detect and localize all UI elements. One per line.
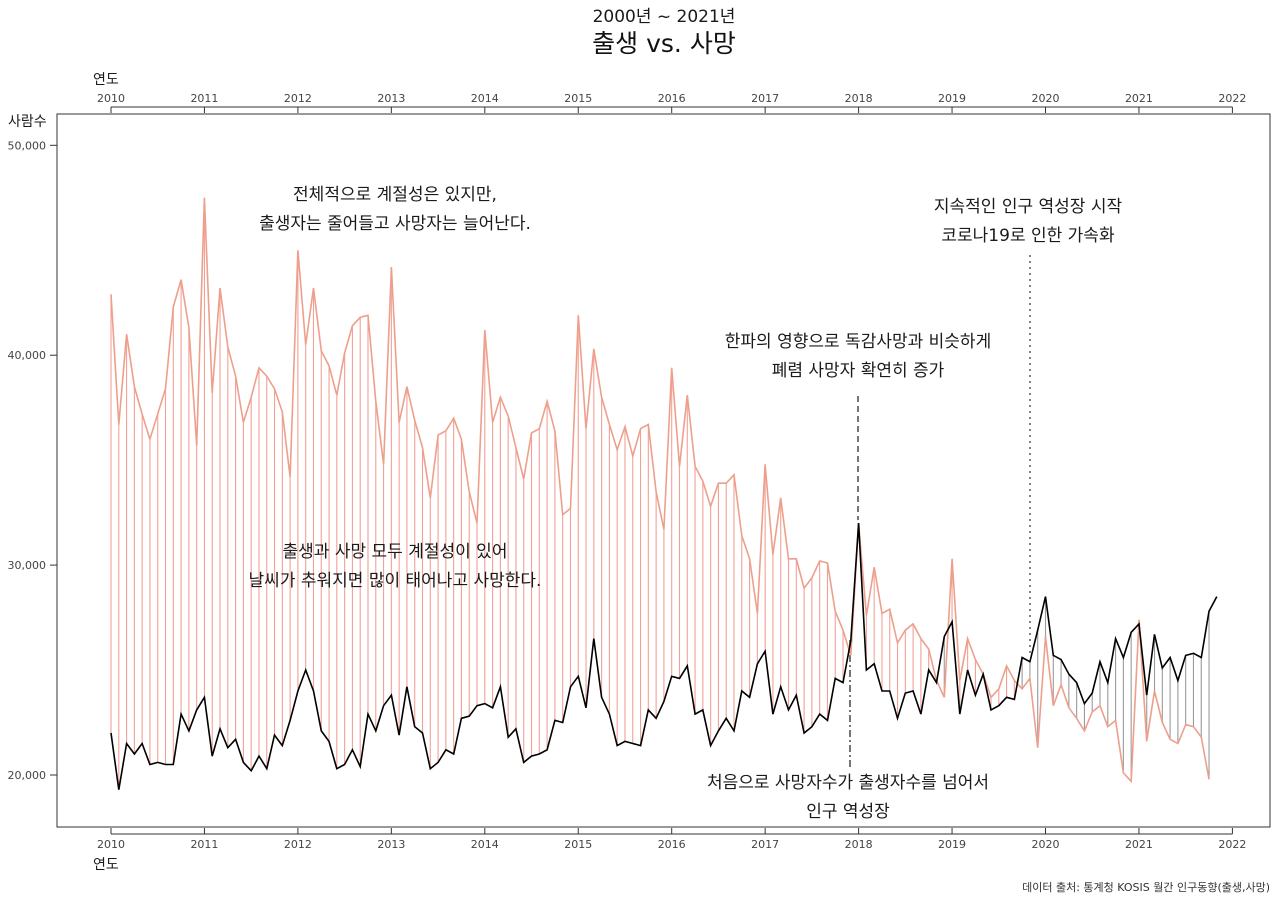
x-tick-label-bottom: 2012 <box>284 838 312 851</box>
x-tick-label-top: 2014 <box>471 92 499 105</box>
x-tick-label-top: 2012 <box>284 92 312 105</box>
x-tick-label-bottom: 2019 <box>938 838 966 851</box>
x-tick-label-top: 2013 <box>377 92 405 105</box>
x-tick-label-top: 2020 <box>1032 92 1060 105</box>
x-tick-label-top: 2021 <box>1125 92 1153 105</box>
y-axis: 20,000 30,000 40,000 50,000 <box>8 139 58 782</box>
x-tick-label-top: 2017 <box>751 92 779 105</box>
annotation-line: 폐렴 사망자 확연히 증가 <box>772 361 945 381</box>
chart-subtitle: 2000년 ~ 2021년 <box>593 7 736 27</box>
y-tick-label: 50,000 <box>8 139 47 152</box>
x-axis-title-bottom: 연도 <box>93 857 119 873</box>
x-tick-label-top: 2018 <box>845 92 873 105</box>
x-tick-label-top: 2022 <box>1218 92 1246 105</box>
annotation-line: 지속적인 인구 역성장 시작 <box>934 197 1123 217</box>
x-tick-label-top: 2010 <box>97 92 125 105</box>
annotation-line: 전체적으로 계절성은 있지만, <box>293 185 497 205</box>
y-tick-label: 20,000 <box>8 769 47 782</box>
annotation-line: 출생과 사망 모두 계절성이 있어 <box>283 542 508 562</box>
y-axis-title: 사람수 <box>8 114 47 130</box>
x-tick-label-bottom: 2018 <box>845 838 873 851</box>
x-tick-label-bottom: 2013 <box>377 838 405 851</box>
connector-segments <box>111 198 1209 790</box>
x-tick-label-bottom: 2021 <box>1125 838 1153 851</box>
y-tick-label: 40,000 <box>8 349 47 362</box>
x-tick-label-top: 2016 <box>658 92 686 105</box>
annotation-trend: 전체적으로 계절성은 있지만, 출생자는 줄어들고 사망자는 늘어난다. <box>259 185 531 234</box>
x-tick-label-bottom: 2015 <box>564 838 592 851</box>
x-tick-label-bottom: 2011 <box>190 838 218 851</box>
annotation-line: 코로나19로 인한 가속화 <box>941 226 1115 246</box>
x-tick-label-top: 2015 <box>564 92 592 105</box>
annotation-line: 날씨가 추워지면 많이 태어나고 사망한다. <box>249 571 542 591</box>
x-axis-top: 2010 2011 2012 2013 2014 2015 2016 2017 2018 2019… <box>97 92 1246 113</box>
x-tick-label-bottom: 2022 <box>1218 838 1246 851</box>
x-tick-label-bottom: 2017 <box>751 838 779 851</box>
annotation-line: 출생자는 줄어들고 사망자는 늘어난다. <box>259 214 531 234</box>
x-axis-title-top: 연도 <box>93 72 119 88</box>
y-tick-label: 30,000 <box>8 559 47 572</box>
chart-title: 출생 vs. 사망 <box>592 29 736 58</box>
annotation-line: 처음으로 사망자수가 출생자수를 넘어서 <box>707 773 989 793</box>
annotation-line: 한파의 영향으로 독감사망과 비슷하게 <box>725 332 991 352</box>
x-tick-label-bottom: 2014 <box>471 838 499 851</box>
x-tick-label-top: 2019 <box>938 92 966 105</box>
x-tick-label-bottom: 2010 <box>97 838 125 851</box>
x-tick-label-bottom: 2016 <box>658 838 686 851</box>
x-tick-label-bottom: 2020 <box>1032 838 1060 851</box>
annotation-line: 인구 역성장 <box>806 802 890 822</box>
births-series-line <box>111 198 1209 782</box>
x-axis-bottom: 2010 2011 2012 2013 2014 2015 2016 2017 2018 2019… <box>97 828 1246 851</box>
x-tick-label-top: 2011 <box>190 92 218 105</box>
annotations: 전체적으로 계절성은 있지만, 출생자는 줄어들고 사망자는 늘어난다. 출생과 사… <box>249 185 1123 822</box>
chart-caption: 데이터 출처: 통계청 KOSIS 월간 인구동향(출생,사망) <box>1022 881 1270 894</box>
